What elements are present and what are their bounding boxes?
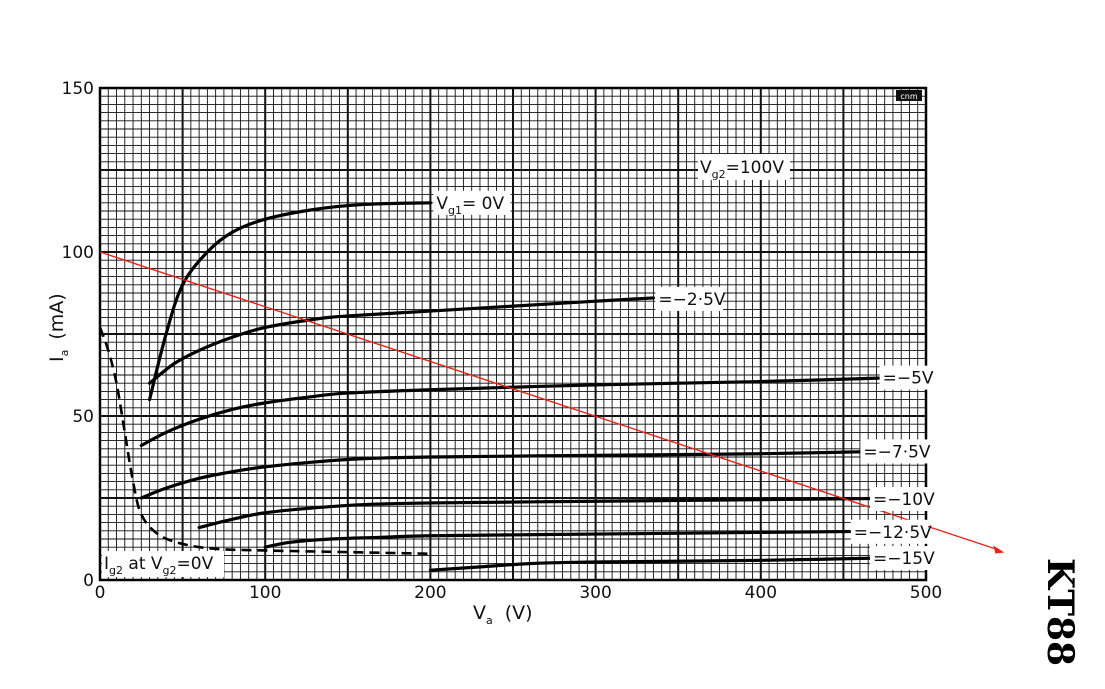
logo-box: [896, 90, 922, 101]
series-line: [139, 448, 928, 500]
series-label-bg: [879, 365, 928, 390]
screen-current-annotation: Ig2 at Vg2=0V: [104, 554, 214, 577]
x-tick-label: 0: [95, 583, 106, 603]
load-line-arrowhead: [993, 545, 1005, 554]
y-tick-label: 50: [72, 407, 94, 427]
x-tick-label: 200: [414, 583, 446, 603]
series-line: [147, 296, 656, 385]
series-label-bg: [870, 487, 928, 511]
series-label: =−12·5V: [854, 523, 932, 543]
grid: [98, 86, 928, 582]
series-label: =−5V: [883, 369, 934, 389]
y-tick-label: 100: [62, 243, 94, 263]
y-tick-label: 0: [83, 571, 94, 591]
series-label: =−7·5V: [863, 442, 931, 462]
screen-voltage-annotation: Vg2=100V: [700, 158, 784, 181]
x-axis-title: Va (V): [473, 602, 533, 627]
series-label-bg: [850, 519, 928, 544]
series-line: [428, 555, 928, 572]
curves: [98, 201, 1005, 572]
logo-mark: cnm: [900, 92, 917, 101]
series-label: =−2·5V: [658, 290, 726, 310]
x-tick-label: 100: [249, 583, 281, 603]
curve-labels: Vg1= 0V =−2·5V =−5V =−7·5V =−10V =−12·5V =−15V: [433, 190, 935, 571]
series-line: [263, 529, 928, 549]
y-tick-label: 150: [62, 79, 94, 99]
series-label-bg: [870, 546, 928, 571]
axes: 0 100 200 300 400 500 0 50 100 150: [62, 79, 943, 603]
x-tick-label: 300: [579, 583, 611, 603]
x-tick-label: 400: [745, 583, 777, 603]
series-label-bg: [433, 190, 511, 215]
series-line: [139, 375, 928, 448]
series-label: =−15V: [873, 549, 935, 569]
screen-current-curve: [98, 326, 431, 556]
series-line: [197, 496, 928, 530]
series-line: [147, 201, 432, 402]
load-line: [99, 251, 1001, 552]
series-label: =−10V: [873, 490, 935, 510]
series-label-bg: [655, 286, 724, 311]
series-label-bg: [860, 439, 928, 464]
tube-name: KT88: [1039, 558, 1081, 666]
x-tick-label: 500: [910, 583, 942, 603]
y-axis-title: Ia(mA): [46, 293, 71, 362]
plot-frame: [98, 86, 928, 582]
series-label: Vg1= 0V: [436, 194, 504, 217]
